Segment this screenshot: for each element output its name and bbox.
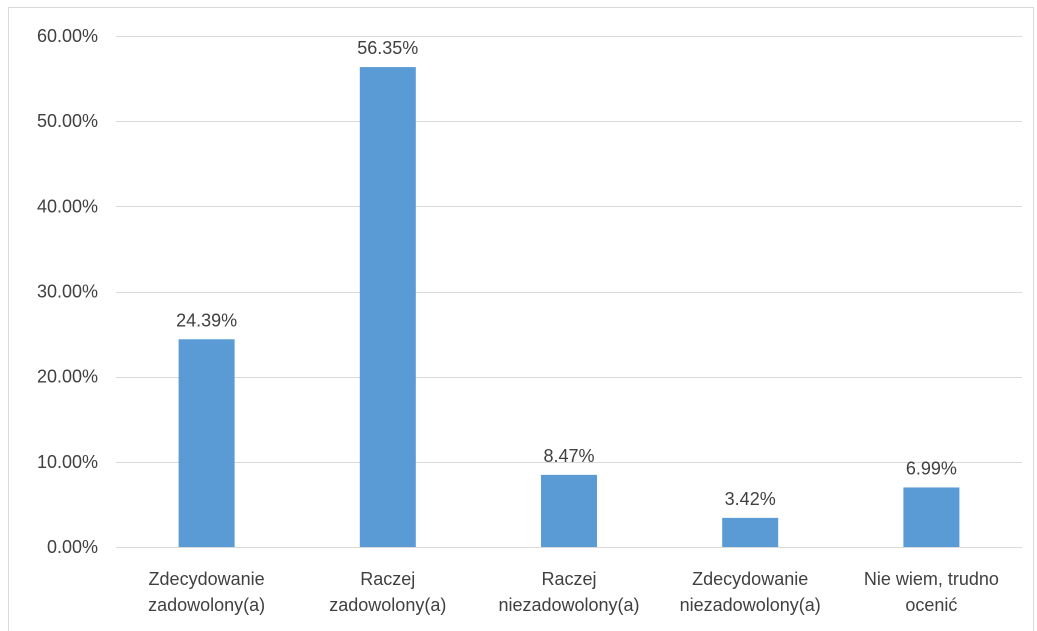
data-labels: 24.39% 56.35% 8.47% 3.42% 6.99% [176,38,957,509]
bar [178,339,235,547]
y-tick-label: 0.00% [47,537,98,557]
data-label: 6.99% [906,458,957,478]
bar [359,67,416,548]
x-axis-category-labels: Zdecydowanie zadowolony(a) Raczej zadowolon… [148,569,999,615]
bar [541,474,597,547]
y-tick-label: 40.00% [37,196,98,216]
category-label: Raczej niezadowolony(a) [498,569,639,615]
data-label: 24.39% [176,310,237,330]
category-label: Nie wiem, trudno ocenić [864,569,999,615]
category-label: Zdecydowanie niezadowolony(a) [680,569,821,615]
data-label: 56.35% [357,38,418,58]
gridlines [116,36,1022,548]
y-tick-label: 30.00% [37,282,98,302]
bars [178,67,960,548]
y-tick-label: 50.00% [37,111,98,131]
y-tick-label: 60.00% [37,26,98,46]
bar [903,487,960,547]
y-axis-tick-labels: 0.00% 10.00% 20.00% 30.00% 40.00% 50.00% 60.00… [37,26,98,557]
category-label: Raczej zadowolony(a) [329,569,446,615]
y-tick-label: 20.00% [37,367,98,387]
data-label: 8.47% [543,446,594,466]
bar [722,517,779,547]
data-label: 3.42% [725,489,776,509]
y-tick-label: 10.00% [37,452,98,472]
category-label: Zdecydowanie zadowolony(a) [148,569,265,615]
